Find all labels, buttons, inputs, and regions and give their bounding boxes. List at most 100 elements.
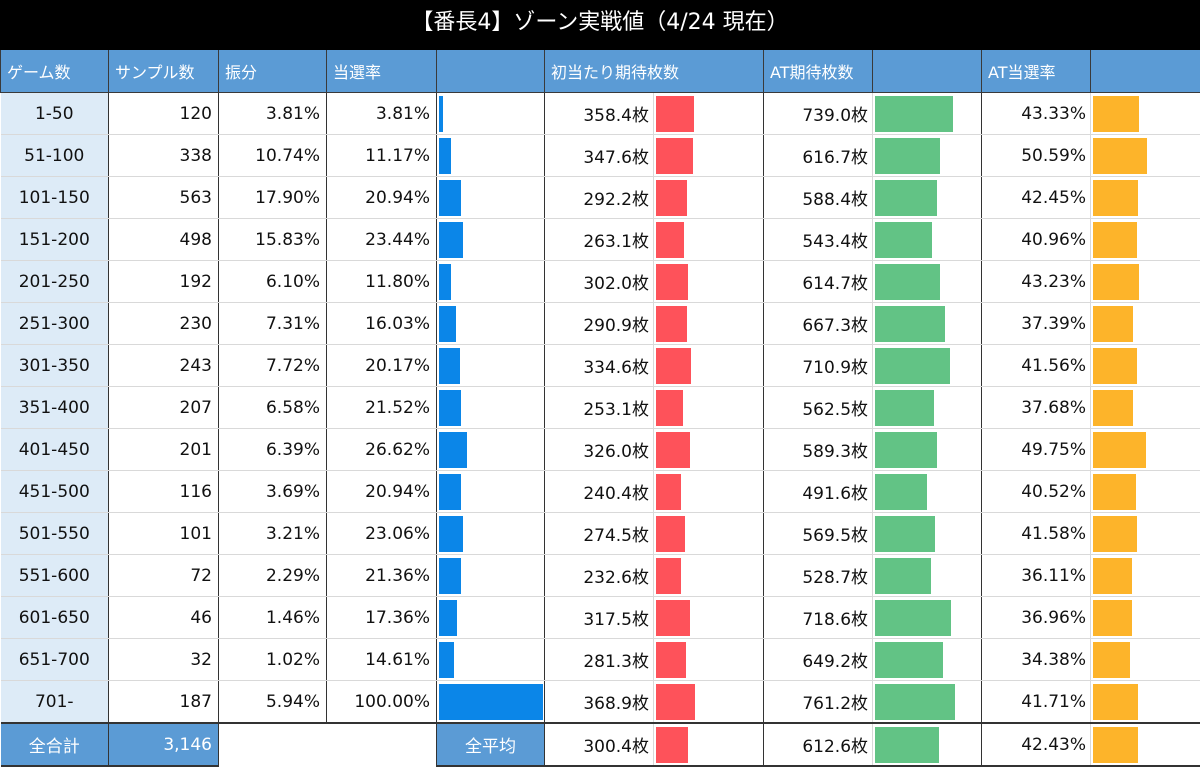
- at-coins-cell: 710.9枚: [764, 345, 873, 387]
- hit-rate-bar: [439, 264, 451, 300]
- avg-at-coins: 612.6枚: [764, 723, 873, 766]
- first-hit-bar-cell: [654, 597, 764, 639]
- samples-cell: 201: [109, 429, 219, 471]
- samples-cell: 46: [109, 597, 219, 639]
- table-row: 551-600 72 2.29% 21.36% 232.6枚 528.7枚 36…: [1, 555, 1200, 597]
- table-row: 701- 187 5.94% 100.00% 368.9枚 761.2枚 41.…: [1, 681, 1200, 724]
- hit-rate-bar: [439, 516, 463, 552]
- at-rate-bar: [1093, 474, 1136, 510]
- header-row: ゲーム数 サンプル数 振分 当選率 初当たり期待枚数 AT期待枚数 AT当選率: [1, 49, 1200, 93]
- zone-cell: 1-50: [1, 93, 109, 135]
- distribution-cell: 6.39%: [219, 429, 327, 471]
- hit-rate-cell: 14.61%: [327, 639, 437, 681]
- hit-rate-bar: [439, 684, 543, 720]
- at-coins-cell: 569.5枚: [764, 513, 873, 555]
- first-hit-bar: [656, 138, 693, 174]
- hit-rate-bar-cell: [437, 345, 545, 387]
- at-rate-cell: 37.39%: [982, 303, 1091, 345]
- at-rate-cell: 36.11%: [982, 555, 1091, 597]
- header-hit-rate: 当選率: [327, 49, 437, 93]
- avg-at-rate-bar: [1093, 727, 1138, 763]
- hit-rate-bar-cell: [437, 471, 545, 513]
- zone-cell: 151-200: [1, 219, 109, 261]
- at-coins-bar-cell: [873, 471, 982, 513]
- first-hit-bar: [656, 390, 683, 426]
- at-coins-cell: 528.7枚: [764, 555, 873, 597]
- samples-cell: 243: [109, 345, 219, 387]
- avg-first-hit-bar: [656, 727, 688, 763]
- at-coins-bar-cell: [873, 597, 982, 639]
- at-coins-cell: 562.5枚: [764, 387, 873, 429]
- header-zone: ゲーム数: [1, 49, 109, 93]
- table-row: 401-450 201 6.39% 26.62% 326.0枚 589.3枚 4…: [1, 429, 1200, 471]
- at-coins-cell: 761.2枚: [764, 681, 873, 724]
- at-rate-cell: 49.75%: [982, 429, 1091, 471]
- hit-rate-bar-cell: [437, 135, 545, 177]
- first-hit-coins-cell: 317.5枚: [545, 597, 654, 639]
- at-coins-cell: 614.7枚: [764, 261, 873, 303]
- at-rate-cell: 41.58%: [982, 513, 1091, 555]
- hit-rate-bar: [439, 306, 456, 342]
- hit-rate-bar-cell: [437, 429, 545, 471]
- at-rate-bar-cell: [1091, 261, 1200, 303]
- at-coins-cell: 616.7枚: [764, 135, 873, 177]
- at-coins-cell: 543.4枚: [764, 219, 873, 261]
- table-body: 1-50 120 3.81% 3.81% 358.4枚 739.0枚 43.33…: [1, 93, 1200, 767]
- first-hit-coins-cell: 232.6枚: [545, 555, 654, 597]
- at-coins-bar: [875, 96, 953, 132]
- hit-rate-bar: [439, 474, 461, 510]
- hit-rate-bar-cell: [437, 261, 545, 303]
- at-rate-bar-cell: [1091, 513, 1200, 555]
- table-row: 1-50 120 3.81% 3.81% 358.4枚 739.0枚 43.33…: [1, 93, 1200, 135]
- at-coins-cell: 649.2枚: [764, 639, 873, 681]
- distribution-cell: 3.21%: [219, 513, 327, 555]
- at-rate-cell: 40.96%: [982, 219, 1091, 261]
- at-rate-cell: 50.59%: [982, 135, 1091, 177]
- hit-rate-cell: 17.36%: [327, 597, 437, 639]
- at-rate-bar: [1093, 306, 1133, 342]
- at-rate-bar-cell: [1091, 135, 1200, 177]
- first-hit-bar: [656, 222, 684, 258]
- first-hit-bar: [656, 684, 695, 720]
- at-rate-bar: [1093, 96, 1139, 132]
- at-coins-bar: [875, 684, 955, 720]
- at-coins-bar: [875, 600, 951, 636]
- at-rate-bar: [1093, 432, 1146, 468]
- table-row: 201-250 192 6.10% 11.80% 302.0枚 614.7枚 4…: [1, 261, 1200, 303]
- at-rate-bar: [1093, 348, 1137, 384]
- hit-rate-bar: [439, 222, 463, 258]
- first-hit-coins-cell: 263.1枚: [545, 219, 654, 261]
- header-at-rate: AT当選率: [982, 49, 1091, 93]
- first-hit-bar-cell: [654, 93, 764, 135]
- zone-cell: 551-600: [1, 555, 109, 597]
- first-hit-coins-cell: 358.4枚: [545, 93, 654, 135]
- header-hit-rate-bar: [437, 49, 545, 93]
- at-rate-cell: 43.23%: [982, 261, 1091, 303]
- first-hit-coins-cell: 290.9枚: [545, 303, 654, 345]
- zone-cell: 251-300: [1, 303, 109, 345]
- total-label: 全合計: [1, 723, 109, 766]
- hit-rate-bar: [439, 180, 461, 216]
- first-hit-coins-cell: 274.5枚: [545, 513, 654, 555]
- table-row: 651-700 32 1.02% 14.61% 281.3枚 649.2枚 34…: [1, 639, 1200, 681]
- at-rate-bar-cell: [1091, 597, 1200, 639]
- header-at-coins: AT期待枚数: [764, 49, 873, 93]
- at-rate-cell: 41.71%: [982, 681, 1091, 724]
- hit-rate-bar-cell: [437, 177, 545, 219]
- distribution-cell: 7.72%: [219, 345, 327, 387]
- at-rate-bar: [1093, 222, 1137, 258]
- at-rate-bar: [1093, 180, 1138, 216]
- zone-cell: 401-450: [1, 429, 109, 471]
- at-rate-bar-cell: [1091, 303, 1200, 345]
- first-hit-bar-cell: [654, 135, 764, 177]
- at-rate-bar-cell: [1091, 639, 1200, 681]
- hit-rate-bar-cell: [437, 93, 545, 135]
- zone-cell: 101-150: [1, 177, 109, 219]
- at-rate-bar: [1093, 264, 1139, 300]
- at-rate-bar: [1093, 138, 1147, 174]
- first-hit-coins-cell: 347.6枚: [545, 135, 654, 177]
- first-hit-coins-cell: 292.2枚: [545, 177, 654, 219]
- hit-rate-cell: 23.44%: [327, 219, 437, 261]
- footer-blank: [219, 723, 437, 766]
- avg-at-rate-bar-cell: [1091, 723, 1200, 766]
